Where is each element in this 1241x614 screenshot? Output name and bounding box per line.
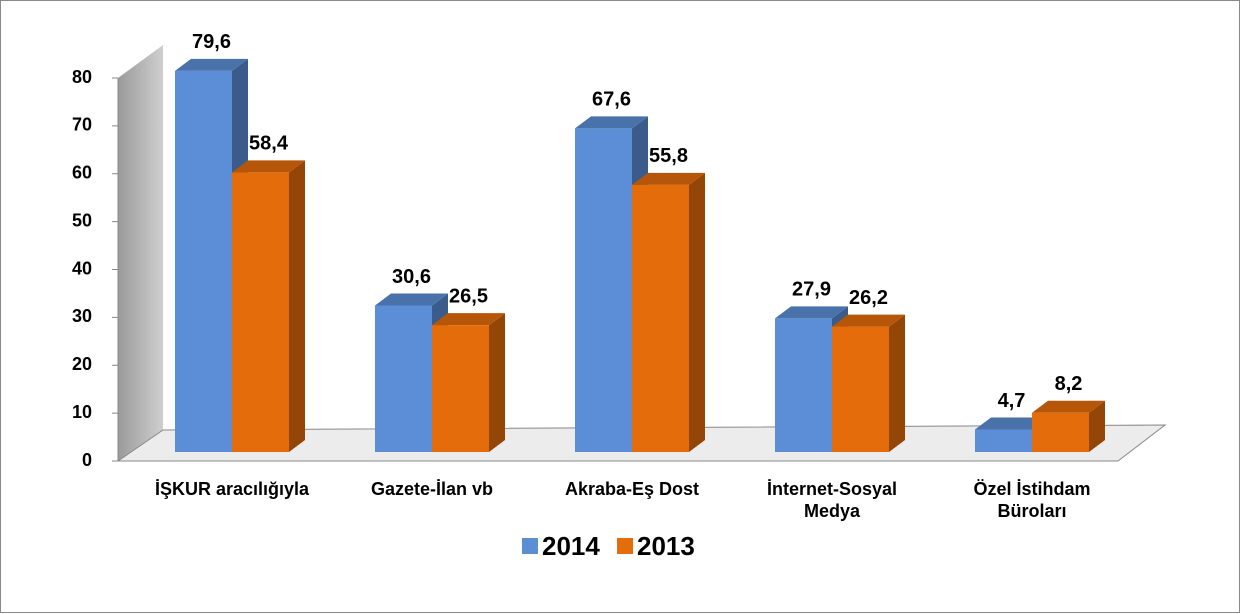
legend-label: 2014 — [542, 531, 600, 561]
legend-swatch — [522, 538, 538, 554]
bar-top — [375, 293, 448, 306]
legend-label: 2013 — [637, 531, 695, 561]
y-tick-label: 30 — [72, 306, 92, 326]
data-label: 8,2 — [1055, 373, 1083, 395]
bar — [1032, 412, 1089, 452]
bar — [832, 326, 889, 452]
side-wall — [118, 45, 163, 461]
bar — [375, 305, 432, 452]
y-tick-label: 0 — [82, 450, 92, 470]
data-label: 67,6 — [592, 89, 631, 111]
y-tick-label: 50 — [72, 210, 92, 230]
y-tick-label: 20 — [72, 354, 92, 374]
data-label: 26,2 — [849, 287, 888, 309]
bar — [975, 429, 1032, 452]
bar-side — [689, 172, 705, 453]
bar — [775, 318, 832, 452]
bar-top — [975, 417, 1048, 430]
bar — [632, 184, 689, 453]
x-tick-label: Akraba-Eş Dost — [564, 479, 700, 499]
bar-side — [889, 314, 905, 452]
legend-swatch — [617, 538, 633, 554]
y-tick-label: 70 — [72, 115, 92, 135]
bar — [232, 172, 289, 452]
y-tick-label: 10 — [72, 402, 92, 422]
x-tick-label: Özel İstihdam Büroları — [973, 479, 1091, 521]
bar-side — [289, 160, 305, 452]
bar-top — [775, 306, 848, 319]
y-tick-label: 60 — [72, 163, 92, 183]
bar — [175, 70, 232, 452]
bar-top — [832, 314, 905, 327]
bar-side — [1089, 400, 1105, 452]
bar — [575, 128, 632, 453]
data-label: 4,7 — [998, 390, 1026, 412]
bar — [432, 325, 489, 452]
bar-top — [175, 58, 248, 71]
x-tick-label: Gazete-İlan vb — [370, 479, 494, 499]
bar-top — [432, 313, 505, 326]
bar-top — [632, 172, 705, 185]
bar-top — [575, 116, 648, 129]
data-label: 26,5 — [449, 285, 488, 307]
x-tick-label: İŞKUR aracılığıyla — [154, 479, 310, 499]
y-tick-label: 80 — [72, 67, 92, 87]
data-label: 27,9 — [792, 279, 831, 301]
x-tick-label: İnternet-Sosyal Medya — [766, 479, 898, 521]
bar-top — [1032, 400, 1105, 413]
data-label: 58,4 — [249, 133, 289, 155]
bar-side — [489, 313, 505, 452]
y-tick-label: 40 — [72, 258, 92, 278]
bar-top — [232, 160, 305, 173]
data-label: 30,6 — [392, 266, 431, 288]
data-label: 55,8 — [649, 145, 688, 167]
data-label: 79,6 — [192, 31, 231, 53]
